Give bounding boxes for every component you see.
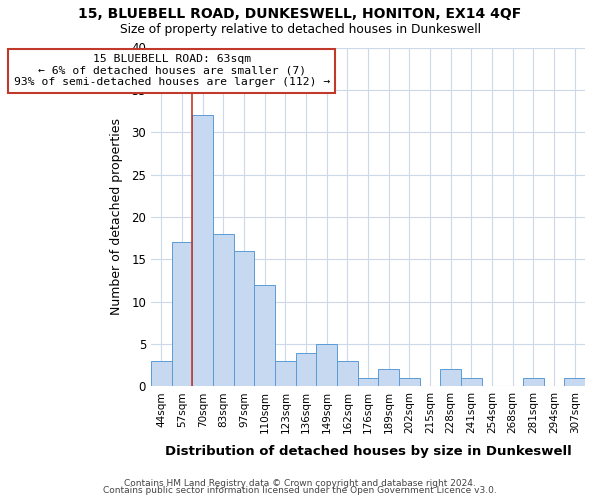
Bar <box>440 370 461 386</box>
Bar <box>172 242 193 386</box>
Bar <box>337 361 358 386</box>
Text: 15, BLUEBELL ROAD, DUNKESWELL, HONITON, EX14 4QF: 15, BLUEBELL ROAD, DUNKESWELL, HONITON, … <box>79 8 521 22</box>
Bar <box>233 251 254 386</box>
Bar <box>461 378 482 386</box>
Bar <box>151 361 172 386</box>
Bar <box>523 378 544 386</box>
Y-axis label: Number of detached properties: Number of detached properties <box>110 118 123 316</box>
Bar <box>296 352 316 386</box>
Bar <box>213 234 233 386</box>
X-axis label: Distribution of detached houses by size in Dunkeswell: Distribution of detached houses by size … <box>164 444 571 458</box>
Bar <box>254 284 275 386</box>
Text: Contains HM Land Registry data © Crown copyright and database right 2024.: Contains HM Land Registry data © Crown c… <box>124 478 476 488</box>
Bar <box>358 378 379 386</box>
Bar <box>316 344 337 387</box>
Text: 15 BLUEBELL ROAD: 63sqm
← 6% of detached houses are smaller (7)
93% of semi-deta: 15 BLUEBELL ROAD: 63sqm ← 6% of detached… <box>14 54 330 88</box>
Text: Contains public sector information licensed under the Open Government Licence v3: Contains public sector information licen… <box>103 486 497 495</box>
Bar <box>193 116 213 386</box>
Bar <box>275 361 296 386</box>
Bar <box>379 370 399 386</box>
Bar <box>399 378 419 386</box>
Text: Size of property relative to detached houses in Dunkeswell: Size of property relative to detached ho… <box>119 22 481 36</box>
Bar <box>565 378 585 386</box>
